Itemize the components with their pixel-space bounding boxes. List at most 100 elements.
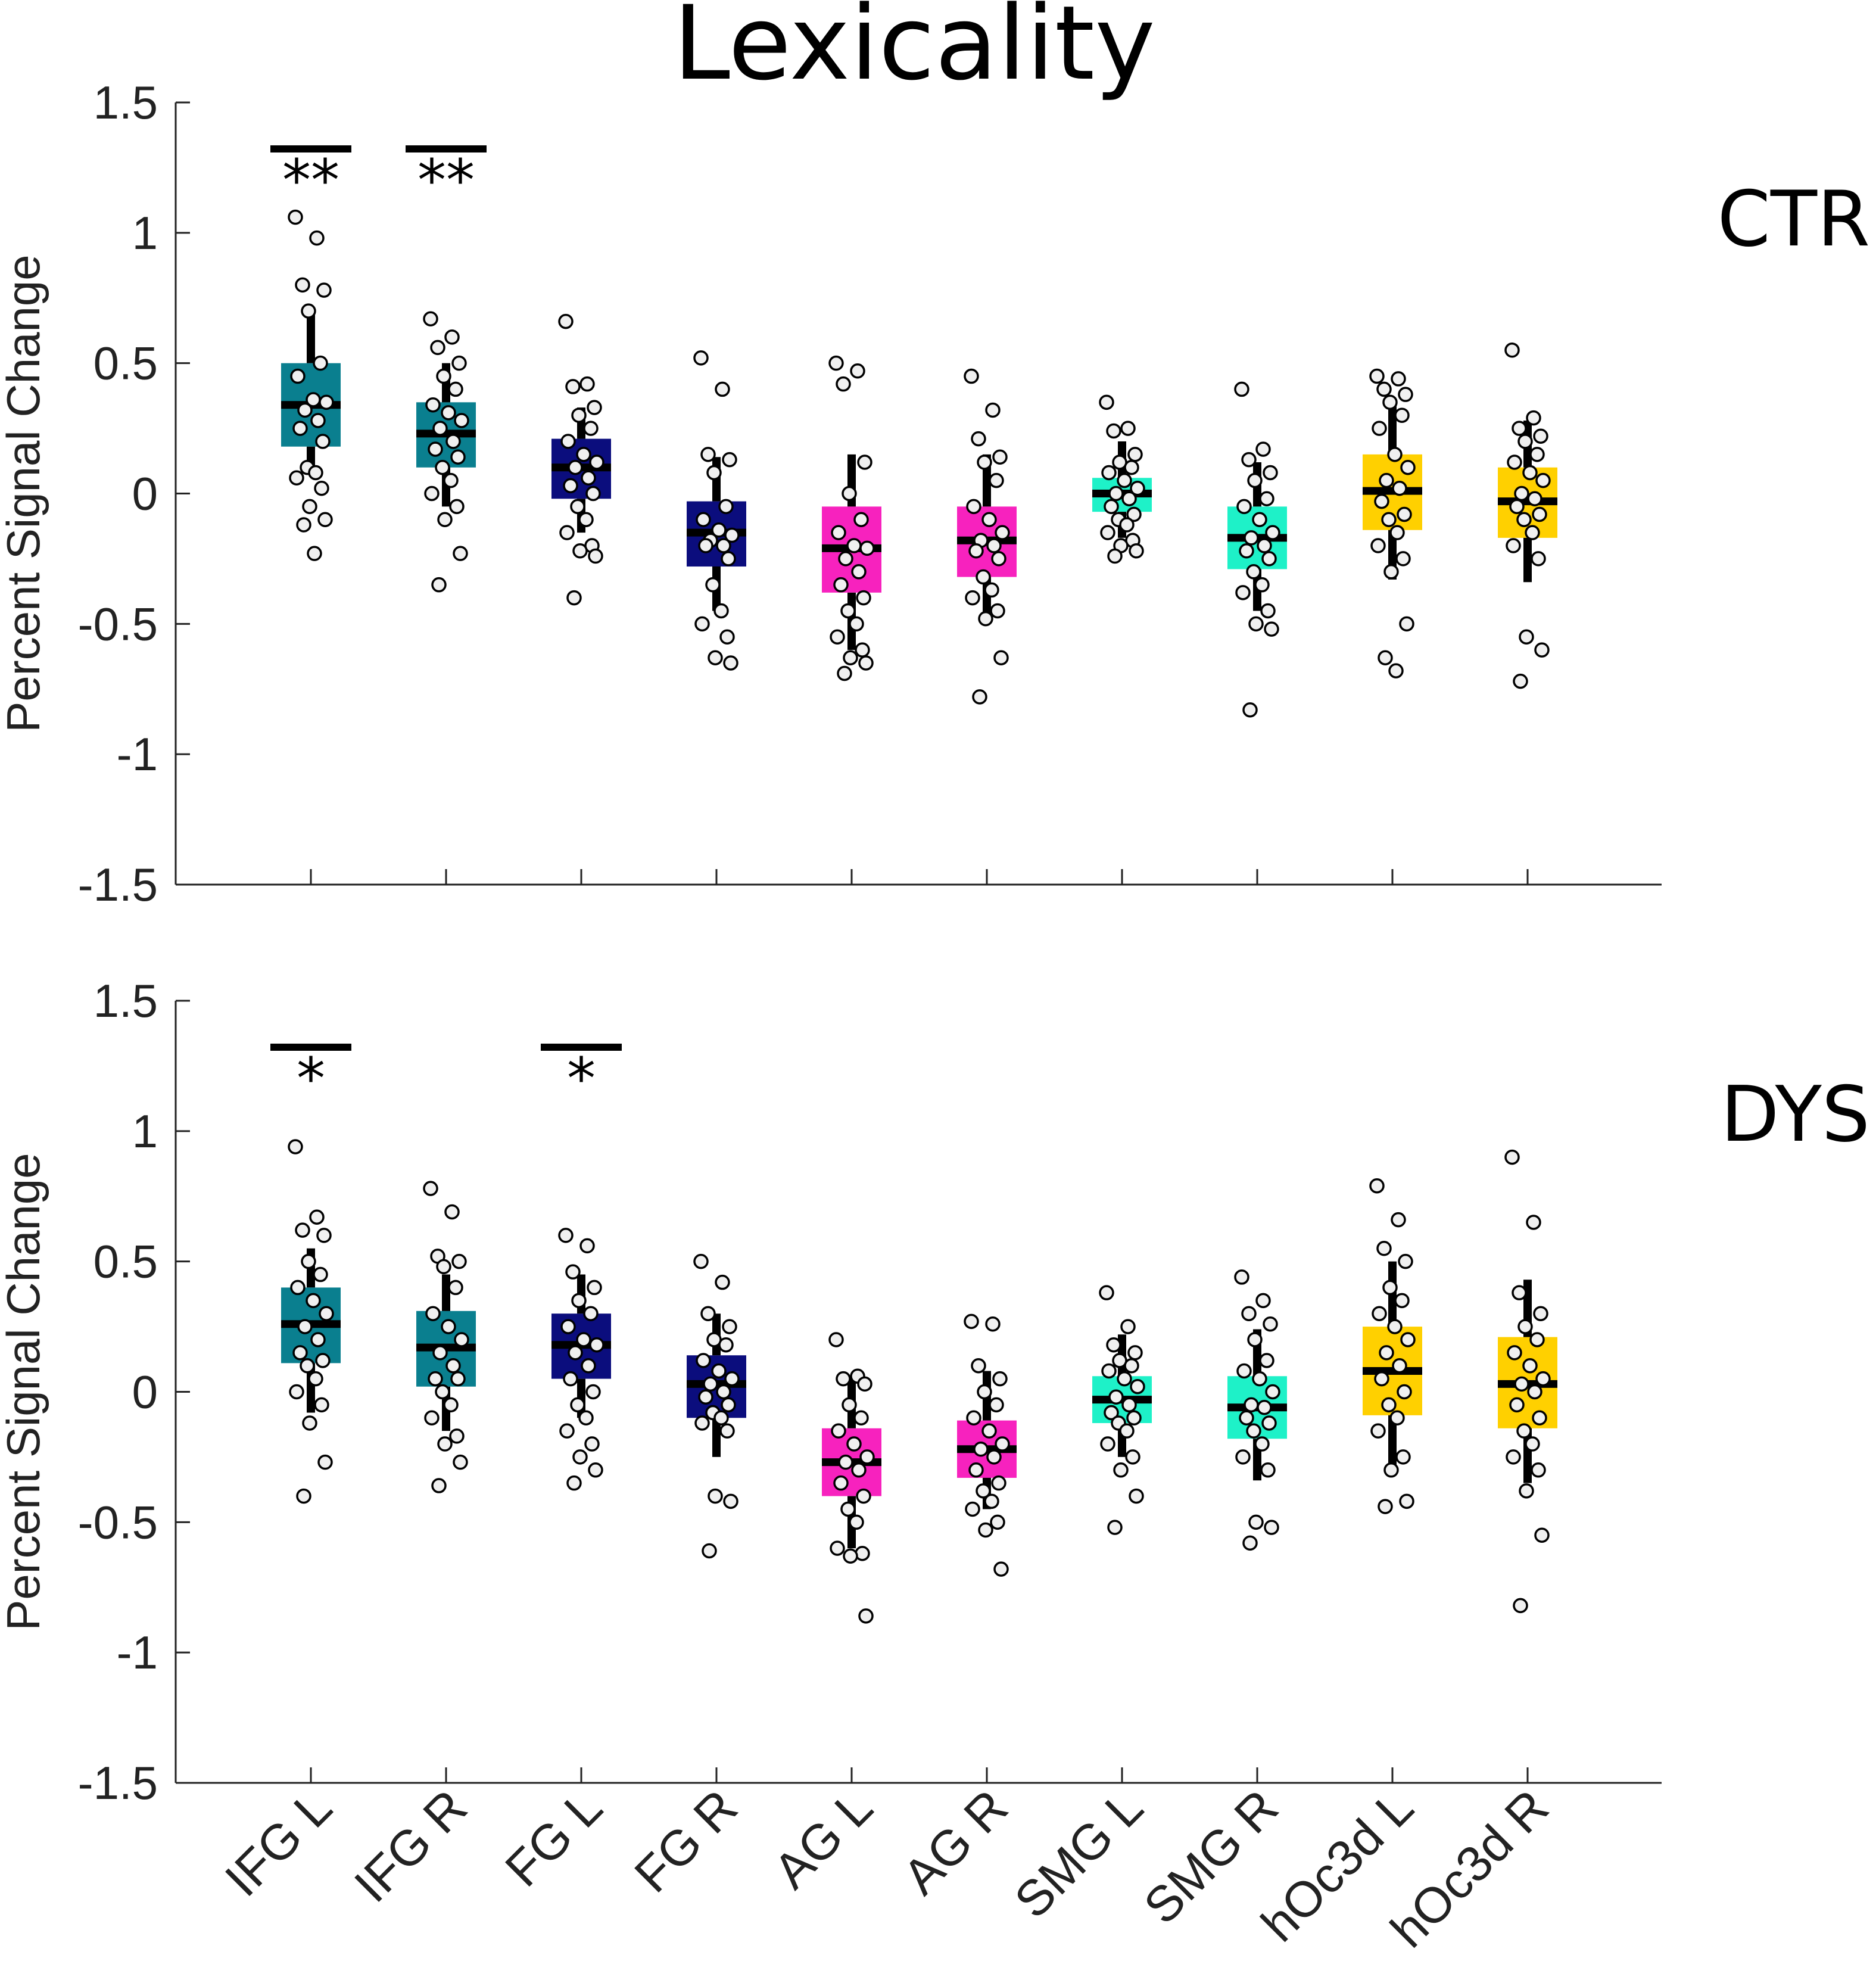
data-point <box>435 459 450 475</box>
box-ag-r <box>957 1313 1017 1783</box>
y-tick-label: 0.5 <box>94 1235 158 1288</box>
data-point <box>1119 1423 1135 1439</box>
y-tick-label: 1.5 <box>94 76 158 129</box>
data-point <box>1260 1462 1276 1478</box>
box-ag-l <box>822 355 881 885</box>
data-point <box>986 538 1002 553</box>
data-point <box>443 472 459 488</box>
data-point <box>966 499 981 515</box>
data-point <box>1516 512 1532 528</box>
data-point <box>1522 465 1538 481</box>
data-point <box>1509 1397 1525 1413</box>
data-point <box>1247 1332 1263 1347</box>
data-point <box>570 1397 585 1413</box>
data-point <box>316 282 332 298</box>
data-point <box>568 459 583 475</box>
data-point <box>831 525 846 540</box>
data-point <box>1535 472 1551 488</box>
data-point <box>855 642 870 658</box>
data-point <box>576 1332 591 1347</box>
data-point <box>445 434 461 449</box>
data-point <box>715 1274 730 1290</box>
data-point <box>1248 1514 1264 1530</box>
data-point <box>432 1345 448 1361</box>
x-category-label-ifg-l: IFG L <box>214 1779 342 1907</box>
panel-dys: 1.5 1 0.5 0 -0.5 -1 -1.5 Percent Signal Change D… <box>0 975 1870 1809</box>
data-point <box>703 1376 718 1392</box>
data-point <box>990 1514 1005 1530</box>
data-point <box>428 441 443 457</box>
data-point <box>1236 1363 1252 1379</box>
data-point <box>724 1371 740 1387</box>
data-point <box>986 1449 1002 1465</box>
data-point <box>1372 421 1387 436</box>
data-point <box>1260 603 1276 619</box>
data-point <box>1252 512 1267 528</box>
data-point <box>1246 564 1261 580</box>
data-point <box>993 1561 1009 1577</box>
data-point <box>1120 1319 1136 1334</box>
data-point <box>1399 616 1414 632</box>
data-point <box>570 499 585 515</box>
data-point <box>978 611 993 627</box>
data-point <box>702 1543 717 1559</box>
data-point <box>1378 1499 1393 1514</box>
data-point <box>978 1522 993 1538</box>
data-point <box>1534 642 1550 658</box>
data-point <box>828 355 844 371</box>
data-point <box>711 1363 727 1379</box>
data-point <box>849 616 864 632</box>
y-axis-label: Percent Signal Change <box>0 254 49 732</box>
data-point <box>563 478 578 494</box>
data-point <box>722 452 737 468</box>
data-point <box>696 512 711 528</box>
data-point <box>1379 1345 1394 1361</box>
data-point <box>1259 1353 1274 1368</box>
data-point <box>315 1353 331 1368</box>
y-tick-label: 1 <box>132 207 158 259</box>
data-point <box>1392 1358 1407 1374</box>
data-point <box>1376 381 1392 397</box>
box-fg-l <box>551 313 611 885</box>
data-point <box>851 564 867 580</box>
data-point <box>288 1139 303 1154</box>
data-point <box>584 1436 600 1452</box>
data-point <box>315 434 331 449</box>
y-tick-label: 0.5 <box>94 337 158 390</box>
data-point <box>1391 1212 1406 1228</box>
data-point <box>1535 1371 1551 1387</box>
data-point <box>719 1423 735 1439</box>
data-point <box>840 603 856 619</box>
data-point <box>842 485 857 502</box>
data-point <box>1389 525 1405 540</box>
data-point <box>576 447 591 462</box>
data-point <box>851 1462 867 1478</box>
data-point <box>308 1371 323 1387</box>
data-point <box>1106 1337 1121 1353</box>
data-point <box>444 1204 460 1220</box>
data-point <box>300 1358 315 1374</box>
data-point <box>1382 1280 1398 1296</box>
data-point <box>1522 1358 1538 1374</box>
data-point <box>1246 1423 1261 1439</box>
data-point <box>1525 525 1540 540</box>
data-point <box>1264 1520 1279 1535</box>
box-smg-r <box>1227 381 1287 885</box>
data-point <box>1527 1384 1542 1400</box>
data-point <box>436 368 451 384</box>
data-point <box>437 512 453 528</box>
data-point <box>713 603 729 619</box>
data-point <box>314 480 329 496</box>
data-point <box>1395 1449 1411 1465</box>
data-point <box>1124 1358 1139 1374</box>
data-point <box>297 1319 313 1334</box>
data-point <box>1400 1332 1416 1347</box>
data-point <box>1126 1410 1142 1426</box>
data-point <box>444 329 460 345</box>
data-point <box>1369 368 1385 384</box>
data-point <box>1381 512 1397 528</box>
data-point <box>589 1337 604 1353</box>
box-hoc3d-r <box>1498 343 1557 885</box>
data-point <box>310 1332 326 1347</box>
